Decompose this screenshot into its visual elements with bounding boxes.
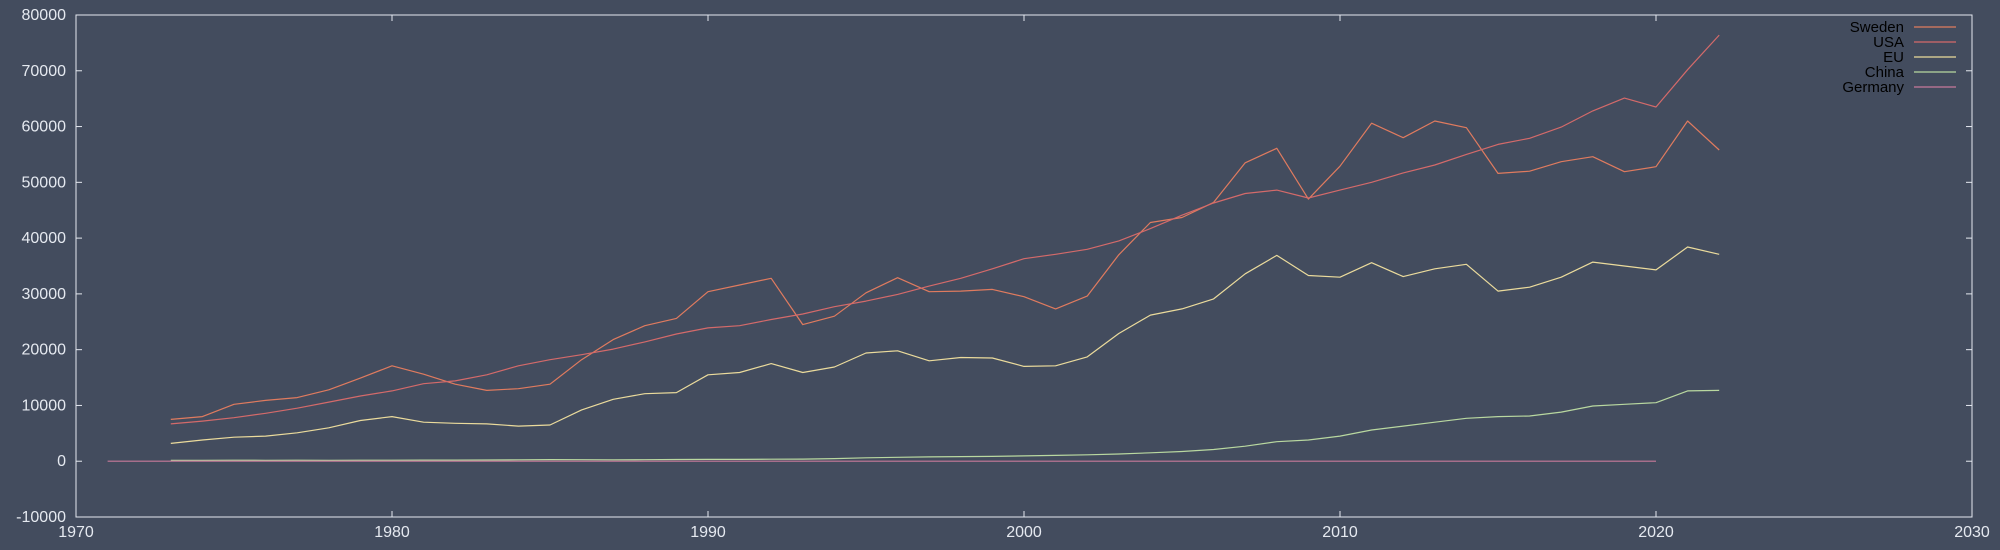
y-tick-label: 80000 [22, 7, 67, 24]
y-tick-label: 40000 [22, 230, 67, 247]
x-tick-label: 2020 [1638, 524, 1674, 541]
series-line-china [170, 389, 1720, 461]
legend-label-germany: Germany [1842, 79, 1904, 96]
series-line-sweden [170, 120, 1720, 420]
y-tick-label: 10000 [22, 397, 67, 414]
legend-label-usa: USA [1873, 34, 1904, 51]
y-tick-label: 30000 [22, 286, 67, 303]
x-tick-label: 1970 [58, 524, 94, 541]
y-tick-label: 70000 [22, 63, 67, 80]
y-tick-label: 20000 [22, 342, 67, 359]
y-tick-label: 0 [57, 453, 66, 470]
legend-label-sweden: Sweden [1850, 19, 1904, 36]
y-tick-label: -10000 [16, 509, 66, 526]
legend-label-china: China [1865, 64, 1905, 81]
series-line-usa [170, 34, 1720, 425]
y-tick-label: 50000 [22, 174, 67, 191]
x-tick-label: 2010 [1322, 524, 1358, 541]
series-lines [107, 34, 1720, 462]
y-tick-label: 60000 [22, 119, 67, 136]
legend-label-eu: EU [1883, 49, 1904, 66]
x-tick-label: 1990 [690, 524, 726, 541]
y-axis: -10000 0 10000 20000 30000 40000 50000 60000 700… [16, 7, 1972, 526]
x-tick-label: 1980 [374, 524, 410, 541]
x-axis: 1970 1980 1990 2000 2010 2020 2030 [58, 15, 1990, 541]
x-tick-label: 2030 [1954, 524, 1990, 541]
series-line-eu [170, 246, 1720, 444]
plot-frame [75, 14, 1973, 518]
x-tick-label: 2000 [1006, 524, 1042, 541]
